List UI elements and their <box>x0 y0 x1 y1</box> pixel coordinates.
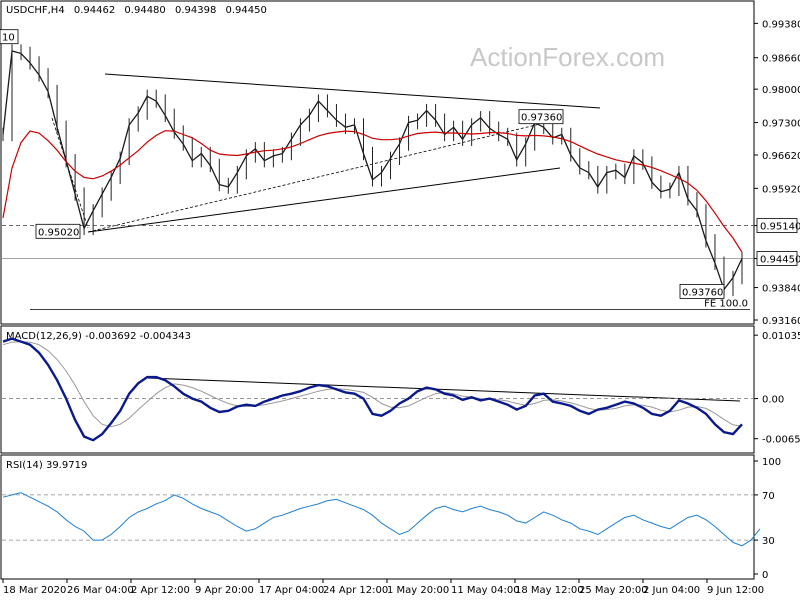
price-annotation-box <box>679 283 725 299</box>
rsi-panel-title: RSI(14) 39.9719 <box>6 460 87 471</box>
rsi-y-tick-label: 0 <box>762 570 768 581</box>
price-ma-line <box>2 130 743 253</box>
x-tick-label: 11 May 04:00 <box>451 585 520 596</box>
label-layer: 0.99380 0.98660 0.98000 0.97300 0.96620 0.959… <box>0 19 800 596</box>
price-annotation-box <box>35 223 81 239</box>
rsi-panel-frame <box>0 454 755 580</box>
macd-trendline <box>147 377 741 402</box>
current-price-label: 0.94450 <box>760 254 800 265</box>
macd-panel-title: MACD(12,26,9) -0.003692 -0.004343 <box>6 331 191 342</box>
price-y-tick-label: 0.98000 <box>762 85 800 96</box>
x-tick-label: 9 Apr 20:00 <box>195 585 254 596</box>
watermark: ActionForex.com <box>470 42 665 72</box>
price-annotation-label: 0.95020 <box>38 227 79 238</box>
macd-signal-line <box>2 341 743 428</box>
x-tick-label: 9 Jun 12:00 <box>707 585 764 596</box>
price-symbol: USDCHF,H4 <box>6 5 65 16</box>
reference-lines <box>2 22 758 583</box>
fe-label: FE 100.0 <box>704 299 748 310</box>
price-upper-trendline <box>104 73 601 109</box>
price-y-tick-label: 0.99380 <box>762 19 800 30</box>
price-dashed-trendline <box>87 123 541 233</box>
price-annotation-box <box>518 109 564 125</box>
macd-line <box>2 337 743 442</box>
price-y-tick-label: 0.93840 <box>762 284 800 295</box>
series-layer <box>2 44 761 547</box>
price-y-tick-label: 0.96620 <box>762 151 800 162</box>
rsi-y-tick-label: 100 <box>762 457 781 468</box>
current-price-box <box>756 251 798 266</box>
x-tick-label: 24 Apr 12:00 <box>323 585 388 596</box>
price-annotation-label: 10 <box>2 33 15 44</box>
ohlc-open: 0.94462 <box>74 5 115 16</box>
macd-y-tick-label: 0.010358 <box>762 331 800 342</box>
trend-lines <box>51 73 741 402</box>
x-tick-label: 25 May 20:00 <box>579 585 648 596</box>
level-label: 0.95140 <box>760 222 800 233</box>
x-tick-label: 2 Jun 04:00 <box>643 585 700 596</box>
x-tick-label: 2 Apr 12:00 <box>131 585 190 596</box>
price-annotation-label: 0.97360 <box>521 113 562 124</box>
rsi-y-tick-label: 30 <box>762 536 775 547</box>
x-tick-label: 18 May 12:00 <box>515 585 584 596</box>
price-y-tick-label: 0.97300 <box>762 119 800 130</box>
price-panel-frame <box>0 0 755 325</box>
price-y-tick-label: 0.95920 <box>762 184 800 195</box>
level-label-box <box>756 218 798 233</box>
price-panel-title: USDCHF,H4 0.94462 0.94480 0.94398 0.9445… <box>6 5 267 16</box>
price-annotation-label: 0.93760 <box>682 287 723 298</box>
rsi-y-tick-label: 70 <box>762 491 775 502</box>
x-tick-label: 1 May 20:00 <box>387 585 449 596</box>
ohlc-close: 0.94450 <box>226 5 267 16</box>
ohlc-high: 0.94480 <box>124 5 165 16</box>
ohlc-low: 0.94398 <box>175 5 216 16</box>
price-y-tick-label: 0.98660 <box>762 54 800 65</box>
macd-panel-frame <box>0 325 755 454</box>
price-y-tick-label: 0.93160 <box>762 316 800 327</box>
rsi-line <box>2 492 761 547</box>
x-tick-label: 18 Mar 2020 <box>3 585 66 596</box>
x-tick-label: 26 Mar 04:00 <box>67 585 134 596</box>
x-tick-label: 17 Apr 04:00 <box>259 585 324 596</box>
macd-y-tick-label: 0.00 <box>762 395 784 406</box>
price-annotation-box <box>0 29 19 45</box>
macd-y-tick-label: -0.006553 <box>762 435 800 446</box>
price-lower-trendline <box>87 167 561 233</box>
